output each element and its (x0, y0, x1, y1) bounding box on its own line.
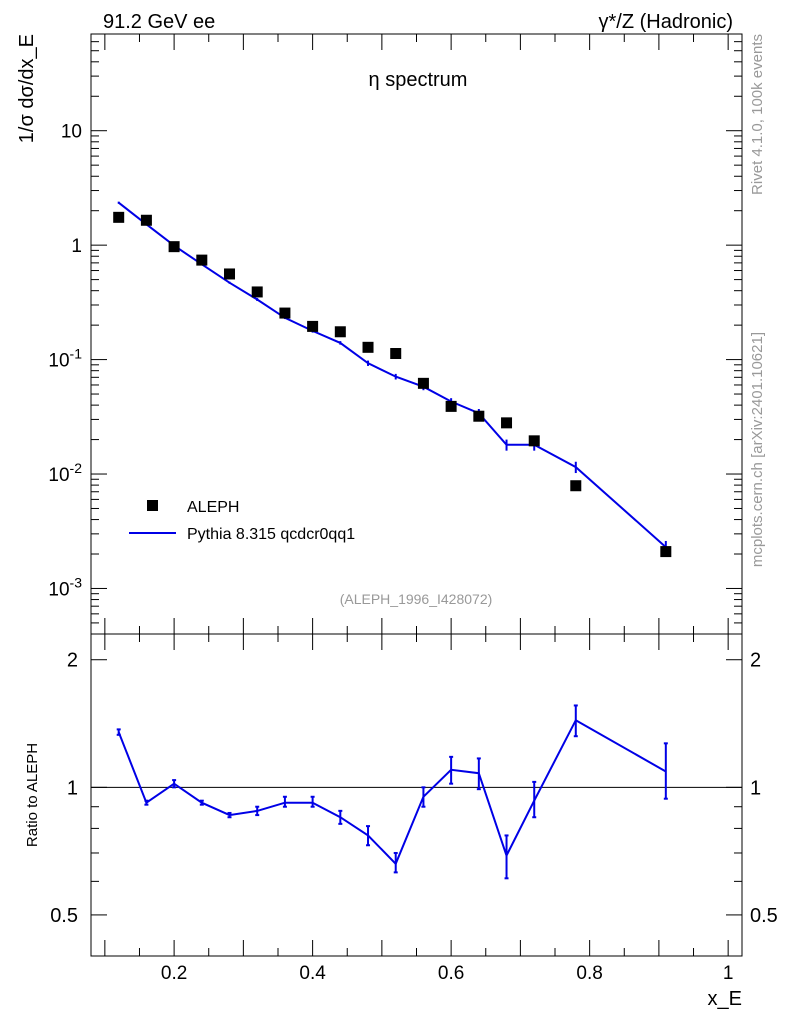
y-tick-label: 10 (61, 122, 82, 143)
data-point (390, 348, 402, 360)
ratio-frame (90, 633, 743, 957)
data-point (279, 307, 291, 319)
legend: ALEPH Pythia 8.315 qcdcr0qq1 (129, 499, 355, 543)
ratio-y-axis-label: Ratio to ALEPH (24, 743, 41, 847)
x-axis-label: x_E (708, 988, 742, 1010)
ratio-y-tick-label-right: 2 (750, 650, 761, 672)
data-point (168, 241, 180, 253)
ratio-series-layer (116, 704, 668, 880)
ratio-y-tick-label: 2 (67, 650, 78, 672)
header-process-label: γ*/Z (Hadronic) (599, 11, 733, 33)
y-tick-label: 10-2 (48, 460, 82, 486)
data-point (224, 268, 236, 280)
main-series-layer (113, 201, 672, 558)
ratio-series-line (117, 718, 667, 866)
main-panel: 10-3 10-2 10-1 1 10 η spectrum 1/σ dσ/dx_E (… (16, 33, 743, 635)
ratio-y-tick-label: 1 (67, 777, 78, 799)
data-point (473, 410, 485, 422)
main-frame (90, 33, 743, 635)
data-point (660, 546, 672, 558)
x-tick-label: 0.2 (161, 963, 187, 984)
data-point (113, 211, 125, 223)
legend-label-pythia: Pythia 8.315 qcdcr0qq1 (187, 526, 355, 543)
ratio-axis-ticks: 0.5 0.5 1 1 2 2 0.2 0.4 0.6 0.8 1 (50, 634, 778, 984)
data-point (140, 214, 152, 226)
x-tick-label: 0.4 (299, 963, 326, 984)
y-tick-label: 10-1 (48, 346, 82, 372)
y-tick-label: 10-3 (48, 574, 82, 600)
data-point (528, 435, 540, 447)
data-point (334, 326, 346, 338)
ratio-panel: 0.5 0.5 1 1 2 2 0.2 0.4 0.6 0.8 1 Ratio to ALEPH x… (24, 633, 778, 1010)
data-point (417, 377, 429, 389)
ratio-y-tick-label-right: 1 (750, 777, 761, 799)
legend-label-aleph: ALEPH (187, 499, 239, 516)
ratio-y-tick-label-right: 0.5 (750, 905, 778, 927)
mcplots-label: mcplots.cern.ch [arXiv:2401.10621] (749, 332, 766, 567)
ratio-y-tick-label: 0.5 (50, 905, 78, 927)
rivet-version-label: Rivet 4.1.0, 100k events (749, 34, 766, 195)
data-point (251, 286, 263, 298)
x-tick-label: 1 (723, 963, 734, 984)
data-point (445, 400, 457, 412)
main-title: η spectrum (369, 69, 468, 91)
data-point (196, 254, 208, 266)
header-energy-label: 91.2 GeV ee (103, 11, 215, 33)
y-axis-label: 1/σ dσ/dx_E (16, 34, 38, 143)
mc-series-line (118, 201, 667, 548)
data-point (362, 341, 374, 353)
y-tick-label: 1 (71, 236, 82, 257)
main-axis-ticks: 10-3 10-2 10-1 1 10 (48, 33, 742, 635)
data-point (307, 320, 319, 332)
data-point (501, 417, 513, 429)
x-tick-label: 0.6 (438, 963, 464, 984)
data-point (570, 480, 582, 492)
legend-marker-aleph (147, 500, 158, 511)
x-tick-label: 0.8 (576, 963, 602, 984)
analysis-watermark: (ALEPH_1996_I428072) (340, 591, 493, 607)
